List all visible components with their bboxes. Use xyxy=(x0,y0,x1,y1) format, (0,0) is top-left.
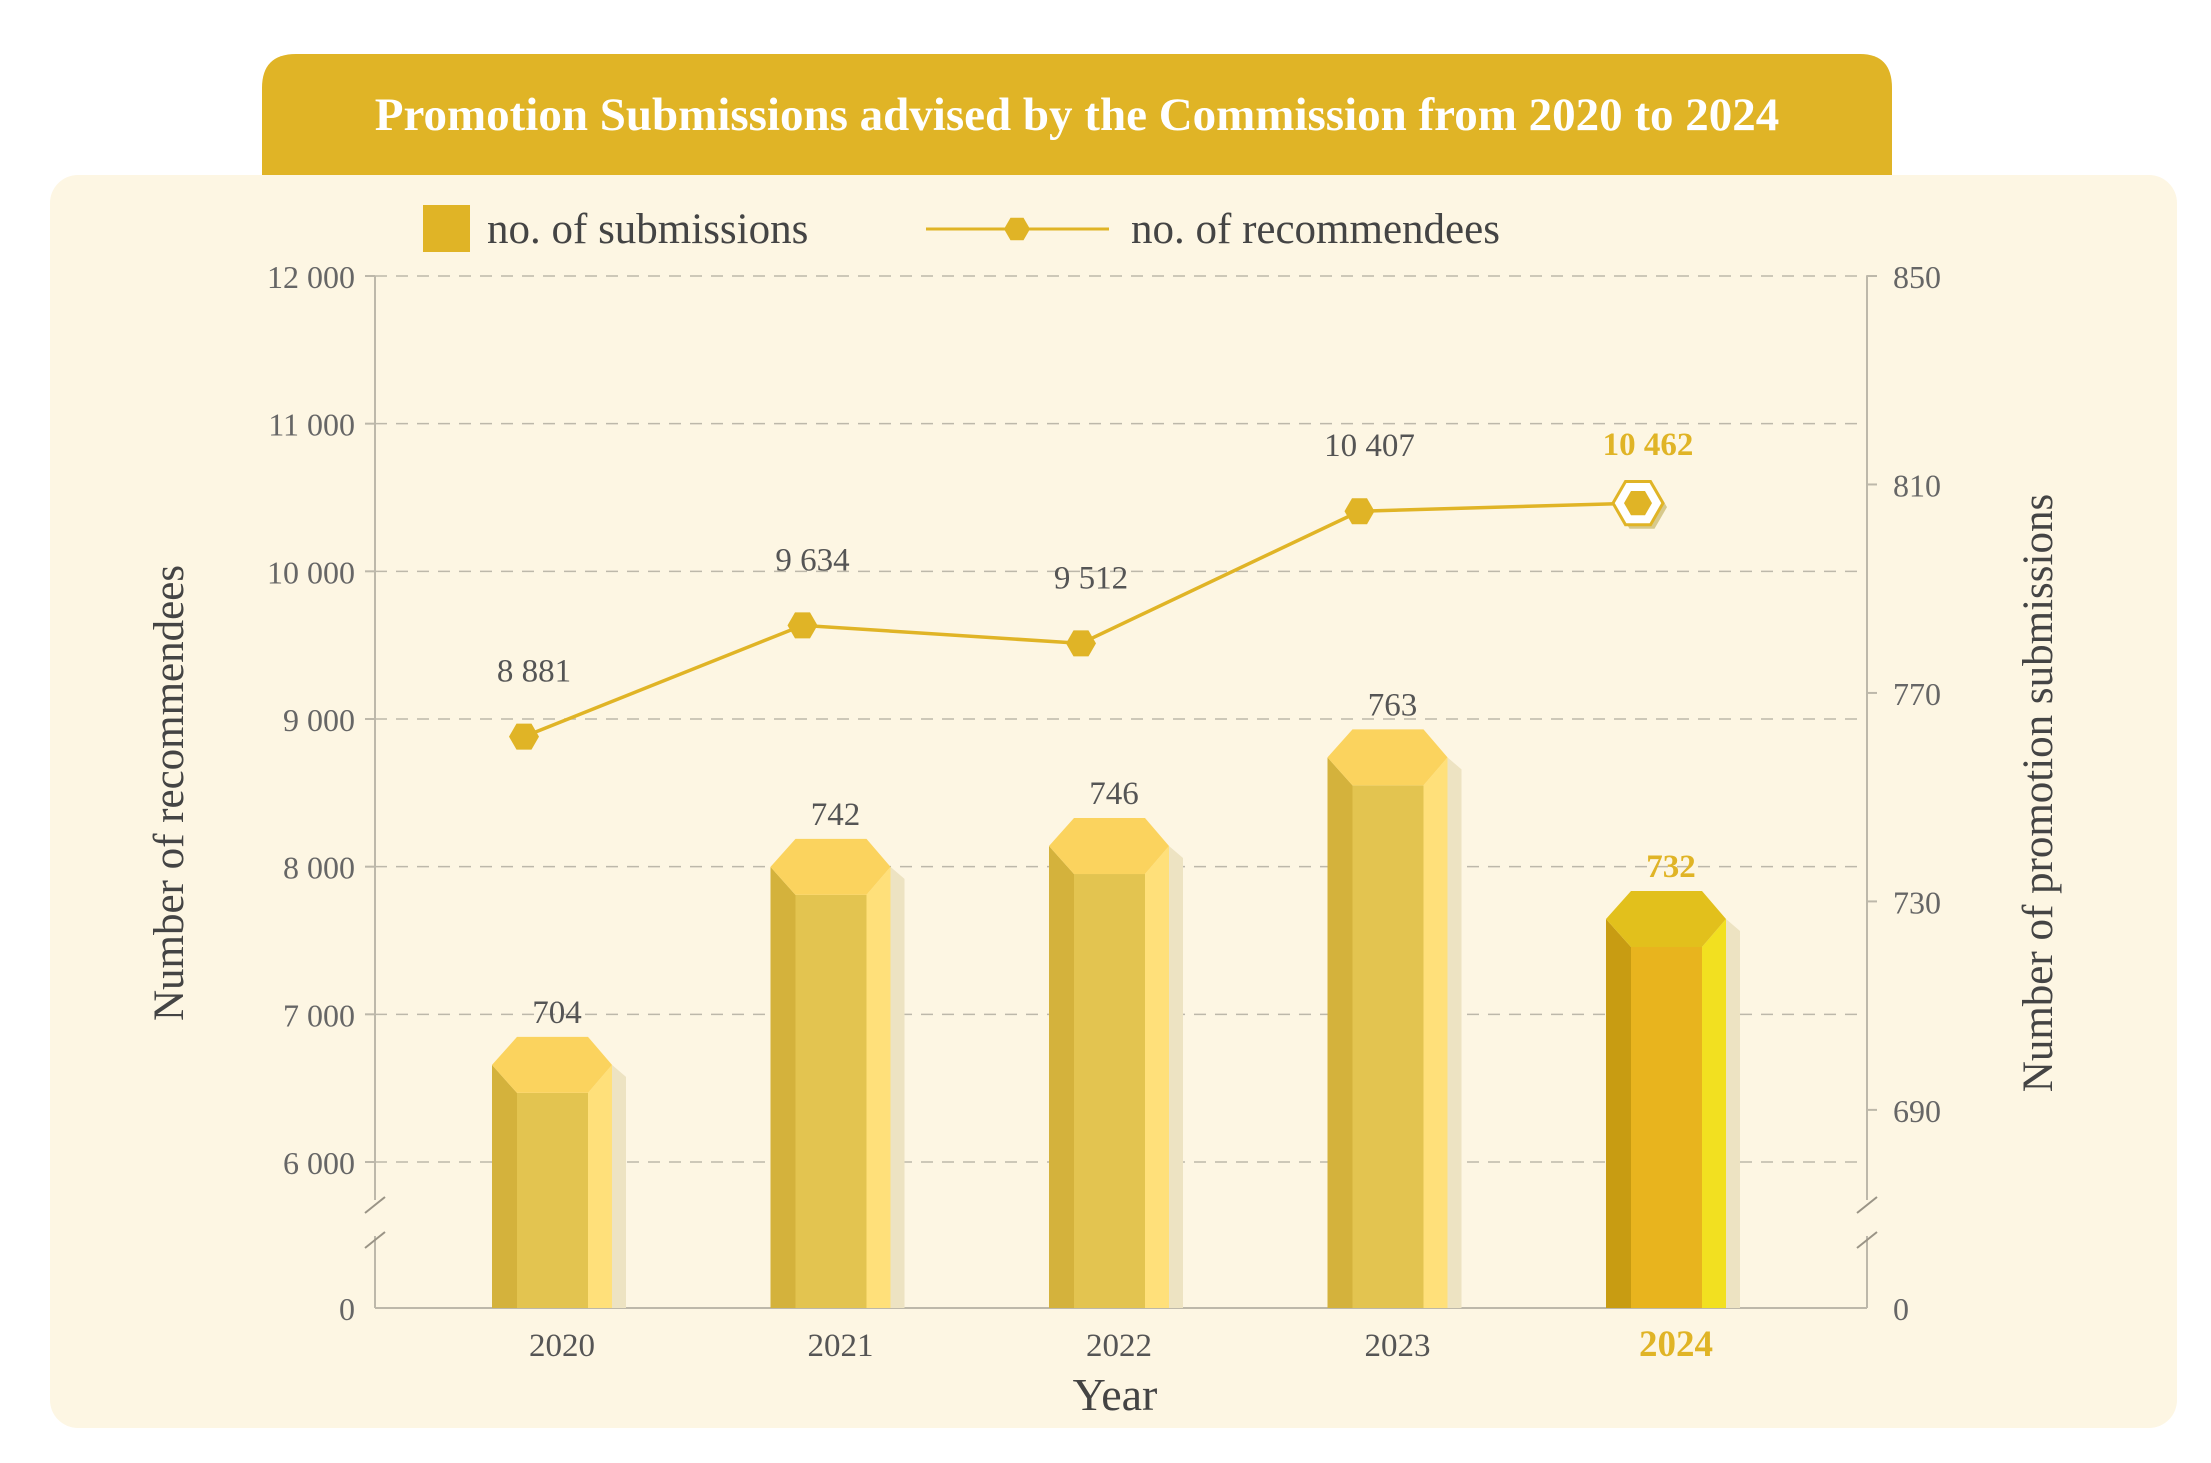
bar-2021 xyxy=(770,838,905,1308)
bar-front xyxy=(517,1092,588,1308)
left-tick-label: 11 000 xyxy=(268,407,355,443)
title-banner xyxy=(262,54,1892,175)
recommendees-value-label: 9 512 xyxy=(1054,560,1128,596)
bar-front xyxy=(1352,785,1424,1308)
recommendees-point xyxy=(509,723,539,750)
recommendees-value-label: 9 634 xyxy=(775,542,849,578)
chart-title: Promotion Submissions advised by the Com… xyxy=(375,89,1780,141)
bar-value-label: 704 xyxy=(532,995,582,1031)
legend-line-label: no. of recommendees xyxy=(1131,206,1500,253)
recommendees-point xyxy=(1624,491,1652,516)
bar-side-left xyxy=(770,866,796,1308)
left-tick-label: 9 000 xyxy=(283,702,355,738)
right-tick-label: 690 xyxy=(1893,1093,1941,1129)
left-tick-label: 10 000 xyxy=(267,554,355,590)
bar-side-left xyxy=(1049,846,1074,1308)
axis-break-mark xyxy=(1856,1196,1878,1214)
bar-front xyxy=(1074,874,1145,1308)
right-tick-label: 850 xyxy=(1893,259,1941,295)
left-tick-label: 8 000 xyxy=(283,850,355,886)
recommendees-value-label: 10 407 xyxy=(1324,428,1415,464)
bar-2022 xyxy=(1049,818,1183,1308)
bar-shadow xyxy=(1169,846,1183,1308)
x-tick-label: 2020 xyxy=(529,1328,595,1364)
left-axis-title: Number of recommendees xyxy=(146,565,193,1021)
bar-side-right xyxy=(588,1064,612,1308)
axis-break-mark xyxy=(364,1196,386,1214)
bar-side-left xyxy=(1606,918,1631,1308)
legend-hexagon-marker xyxy=(1004,217,1030,241)
bar-shadow xyxy=(1447,757,1462,1308)
bar-front xyxy=(1631,946,1702,1308)
x-tick-label: 2022 xyxy=(1086,1328,1152,1364)
bar-shadow xyxy=(1726,918,1740,1308)
bar-shadow xyxy=(612,1064,626,1308)
left-tick-label: 7 000 xyxy=(283,997,355,1033)
bar-2023 xyxy=(1327,729,1462,1308)
x-tick-label: 2021 xyxy=(808,1328,874,1364)
bar-top xyxy=(492,1036,612,1093)
left-tick-label: 0 xyxy=(339,1291,355,1327)
bar-value-label: 742 xyxy=(811,797,861,833)
bar-shadow xyxy=(890,866,905,1308)
bar-top xyxy=(1606,890,1726,947)
recommendees-point xyxy=(787,612,818,639)
bar-value-label: 763 xyxy=(1368,687,1418,723)
left-tick-label: 6 000 xyxy=(283,1145,355,1181)
right-axis-title: Number of promotion submissions xyxy=(2015,494,2062,1092)
right-tick-label: 770 xyxy=(1893,676,1941,712)
x-tick-label: 2024 xyxy=(1639,1324,1713,1365)
right-tick-label: 730 xyxy=(1893,884,1941,920)
bar-value-label: 732 xyxy=(1646,849,1696,885)
x-axis-title: Year xyxy=(1073,1369,1158,1420)
bar-side-right xyxy=(1423,757,1448,1308)
axis-break-mark xyxy=(1856,1231,1878,1249)
bar-side-right xyxy=(1145,846,1169,1308)
bar-2024 xyxy=(1606,890,1740,1308)
bar-2020 xyxy=(492,1036,626,1308)
left-tick-label: 12 000 xyxy=(267,259,355,295)
legend-bar-label: no. of submissions xyxy=(487,206,808,253)
bar-top xyxy=(770,838,891,895)
axis-break-mark xyxy=(364,1231,386,1249)
recommendees-point xyxy=(1066,630,1096,657)
bar-side-right xyxy=(1702,918,1726,1308)
x-tick-label: 2023 xyxy=(1365,1328,1431,1364)
recommendees-value-label: 8 881 xyxy=(497,654,571,690)
legend: no. of submissions no. of recommendees xyxy=(423,205,1500,253)
bar-side-right xyxy=(866,866,891,1308)
bar-side-left xyxy=(1327,757,1353,1308)
recommendees-value-label: 10 462 xyxy=(1603,427,1694,463)
right-tick-label: 0 xyxy=(1893,1291,1909,1327)
right-tick-label: 810 xyxy=(1893,467,1941,503)
bar-top xyxy=(1049,818,1169,875)
bar-front xyxy=(795,894,867,1308)
bar-top xyxy=(1327,729,1448,786)
legend-bar-swatch xyxy=(423,205,470,252)
bar-side-left xyxy=(492,1064,517,1308)
recommendees-point xyxy=(1344,498,1375,525)
bar-value-label: 746 xyxy=(1089,776,1139,812)
